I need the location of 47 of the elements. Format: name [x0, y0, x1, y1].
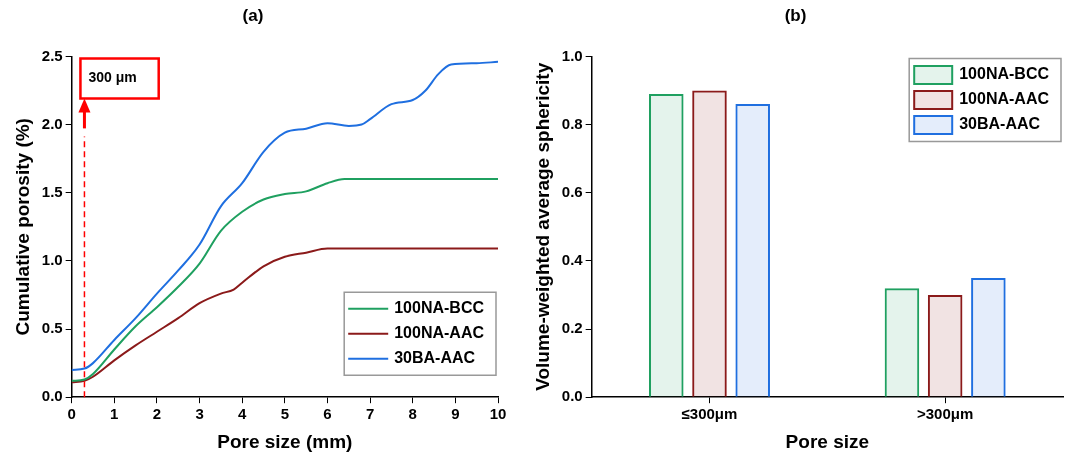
- x-tick-label: 4: [238, 405, 248, 423]
- y-axis-title: Volume-weighted average sphericity: [531, 62, 553, 391]
- bar: [649, 93, 684, 397]
- x-tick-label: 0: [67, 405, 76, 423]
- y-tick-label: 1.0: [41, 251, 63, 269]
- annotation: 300 μm: [88, 69, 137, 86]
- legend-label: 100NA-BCC: [959, 65, 1050, 83]
- y-tick-label: 0.4: [561, 251, 584, 269]
- line-series: [71, 60, 498, 371]
- bar: [735, 104, 770, 397]
- legend-label: 100NA-AAC: [394, 324, 485, 342]
- y-tick-label: 0.0: [41, 387, 63, 405]
- y-tick-label: 0.8: [561, 114, 583, 132]
- x-tick-label: 10: [489, 405, 507, 423]
- legend-label: 30BA-AAC: [394, 349, 476, 367]
- x-tick-label: 7: [365, 405, 375, 423]
- y-tick-label: 0.0: [561, 387, 583, 405]
- chart-title: (b): [784, 5, 807, 25]
- y-tick-label: 1.5: [41, 182, 63, 200]
- y-tick-label: 0.5: [41, 319, 63, 337]
- chart-title: (a): [242, 5, 264, 25]
- bar: [884, 288, 920, 397]
- y-tick-label: 2.0: [41, 114, 63, 132]
- y-tick-label: 0.6: [561, 182, 583, 200]
- x-tick-label: 3: [195, 405, 204, 423]
- legend-label: 30BA-AAC: [959, 115, 1041, 133]
- x-tick-label: 5: [280, 405, 289, 423]
- y-axis-title: Cumulative porosity (%): [11, 118, 33, 336]
- x-tick-label: 6: [323, 405, 332, 423]
- x-tick-label: >300μm: [917, 405, 974, 423]
- bar: [927, 294, 963, 397]
- line-series: [71, 178, 498, 382]
- x-axis-title: Pore size (mm): [217, 430, 353, 452]
- line-series: [71, 247, 498, 384]
- x-tick-label: 8: [408, 405, 417, 423]
- legend-label: 100NA-BCC: [394, 299, 485, 317]
- y-tick-label: 0.2: [561, 319, 583, 337]
- legend-label: 100NA-AAC: [959, 90, 1050, 108]
- x-tick-label: 9: [451, 405, 460, 423]
- x-tick-label: 2: [152, 405, 162, 423]
- y-tick-label: 1.0: [561, 46, 583, 64]
- y-tick-label: 2.5: [41, 46, 63, 64]
- x-tick-label: 1: [110, 405, 119, 423]
- x-axis-title: Pore size: [785, 430, 870, 452]
- bar: [692, 90, 727, 397]
- x-tick-label: ≤300μm: [681, 405, 738, 423]
- bar: [971, 277, 1006, 397]
